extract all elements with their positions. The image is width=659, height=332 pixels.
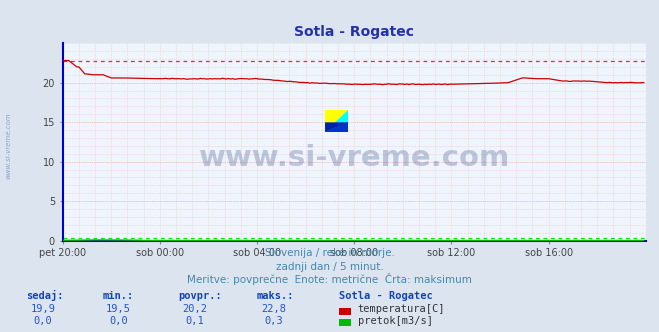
Text: 0,3: 0,3 bbox=[264, 316, 283, 326]
Text: Meritve: povprečne  Enote: metrične  Črta: maksimum: Meritve: povprečne Enote: metrične Črta:… bbox=[187, 273, 472, 285]
Text: povpr.:: povpr.: bbox=[178, 291, 221, 301]
Text: temperatura[C]: temperatura[C] bbox=[358, 304, 445, 314]
Text: 19,5: 19,5 bbox=[106, 304, 131, 314]
Text: www.si-vreme.com: www.si-vreme.com bbox=[198, 144, 510, 172]
Polygon shape bbox=[325, 123, 348, 132]
Text: 0,1: 0,1 bbox=[185, 316, 204, 326]
Text: pretok[m3/s]: pretok[m3/s] bbox=[358, 316, 433, 326]
Text: zadnji dan / 5 minut.: zadnji dan / 5 minut. bbox=[275, 262, 384, 272]
Text: 19,9: 19,9 bbox=[30, 304, 55, 314]
Text: Slovenija / reke in morje.: Slovenija / reke in morje. bbox=[264, 248, 395, 258]
Text: 22,8: 22,8 bbox=[261, 304, 286, 314]
Text: 0,0: 0,0 bbox=[34, 316, 52, 326]
Title: Sotla - Rogatec: Sotla - Rogatec bbox=[294, 25, 415, 39]
Text: min.:: min.: bbox=[102, 291, 133, 301]
Text: www.si-vreme.com: www.si-vreme.com bbox=[5, 113, 11, 180]
Text: 20,2: 20,2 bbox=[182, 304, 207, 314]
Text: maks.:: maks.: bbox=[257, 291, 295, 301]
Text: sedaj:: sedaj: bbox=[26, 290, 64, 301]
Polygon shape bbox=[325, 111, 348, 132]
Polygon shape bbox=[325, 123, 348, 132]
Text: Sotla - Rogatec: Sotla - Rogatec bbox=[339, 291, 433, 301]
Text: 0,0: 0,0 bbox=[109, 316, 128, 326]
Polygon shape bbox=[325, 111, 348, 132]
